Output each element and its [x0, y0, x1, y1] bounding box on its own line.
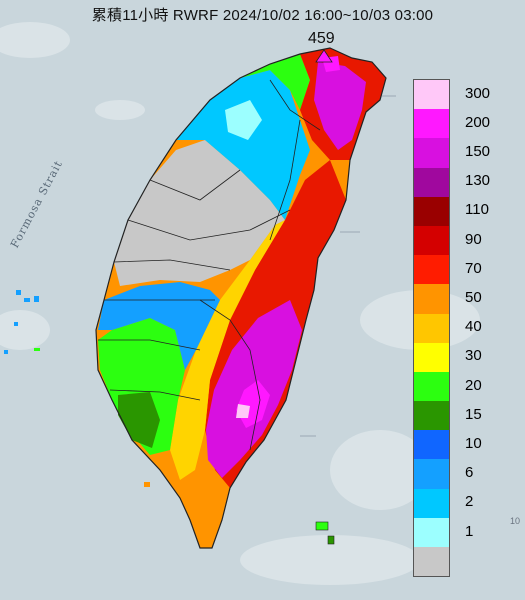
legend-label: 6	[465, 464, 474, 482]
legend-swatch	[414, 284, 449, 314]
legend-label: 200	[465, 113, 491, 131]
legend-swatch	[414, 138, 449, 168]
legend-swatch	[414, 109, 449, 139]
rain-zone-green	[98, 318, 185, 455]
corner-number: 10	[510, 516, 521, 526]
legend-label: 1	[465, 522, 474, 540]
legend-label: 10	[465, 435, 482, 452]
offshore-markers	[300, 95, 396, 437]
legend-swatch	[414, 488, 449, 518]
legend-label: 150	[465, 143, 491, 160]
penghu-rain-dots	[4, 290, 39, 354]
legend-swatch	[414, 517, 449, 547]
legend-label: 50	[465, 289, 482, 306]
legend-swatch	[414, 547, 449, 577]
rain-zone-darkgreen	[118, 392, 160, 448]
legend-label: 110	[465, 201, 489, 219]
rain-zone-gray	[114, 140, 285, 286]
legend-swatch	[414, 342, 449, 372]
legend-swatch	[414, 459, 449, 489]
penghu-green-dot	[34, 348, 40, 351]
legend-label: 130	[465, 172, 491, 190]
max-value-label: 459	[308, 30, 335, 47]
legend-swatch	[414, 225, 449, 256]
legend-swatch	[414, 80, 449, 110]
legend-swatch	[414, 255, 449, 285]
legend-label: 70	[465, 259, 482, 277]
rain-zone-ne-magenta	[314, 62, 366, 150]
legend-label: 90	[465, 230, 482, 248]
cloud-patches	[0, 22, 480, 585]
legend-swatch	[414, 401, 449, 431]
map-title: 累積11小時 RWRF 2024/10/02 16:00~10/03 03:00	[91, 7, 434, 24]
island-green-island	[315, 521, 329, 531]
legend-swatch	[414, 371, 449, 402]
legend-label: 300	[465, 84, 491, 102]
legend-label: 30	[465, 347, 482, 365]
rain-zone-lightpink	[236, 404, 250, 418]
legend-swatch	[414, 430, 449, 460]
legend-label: 2	[465, 493, 474, 511]
island-liuqiu	[144, 482, 150, 487]
legend-label: 20	[465, 376, 482, 394]
max-value-marker	[315, 49, 333, 63]
rain-zone-ne-green	[240, 54, 310, 110]
legend-swatch	[414, 167, 449, 197]
rain-zone-lightcyan	[225, 100, 262, 140]
rain-zone-cyan	[176, 70, 310, 220]
legend-colorbar	[413, 79, 450, 578]
taiwan-coastline	[95, 47, 387, 549]
legend-label: 15	[465, 405, 482, 423]
rain-zone-yellow	[170, 220, 285, 480]
legend-swatch	[414, 196, 449, 226]
island-orchid-island	[327, 535, 335, 545]
legend-label: 40	[465, 318, 482, 336]
legend-swatch	[414, 313, 449, 343]
county-boundaries	[98, 79, 321, 451]
